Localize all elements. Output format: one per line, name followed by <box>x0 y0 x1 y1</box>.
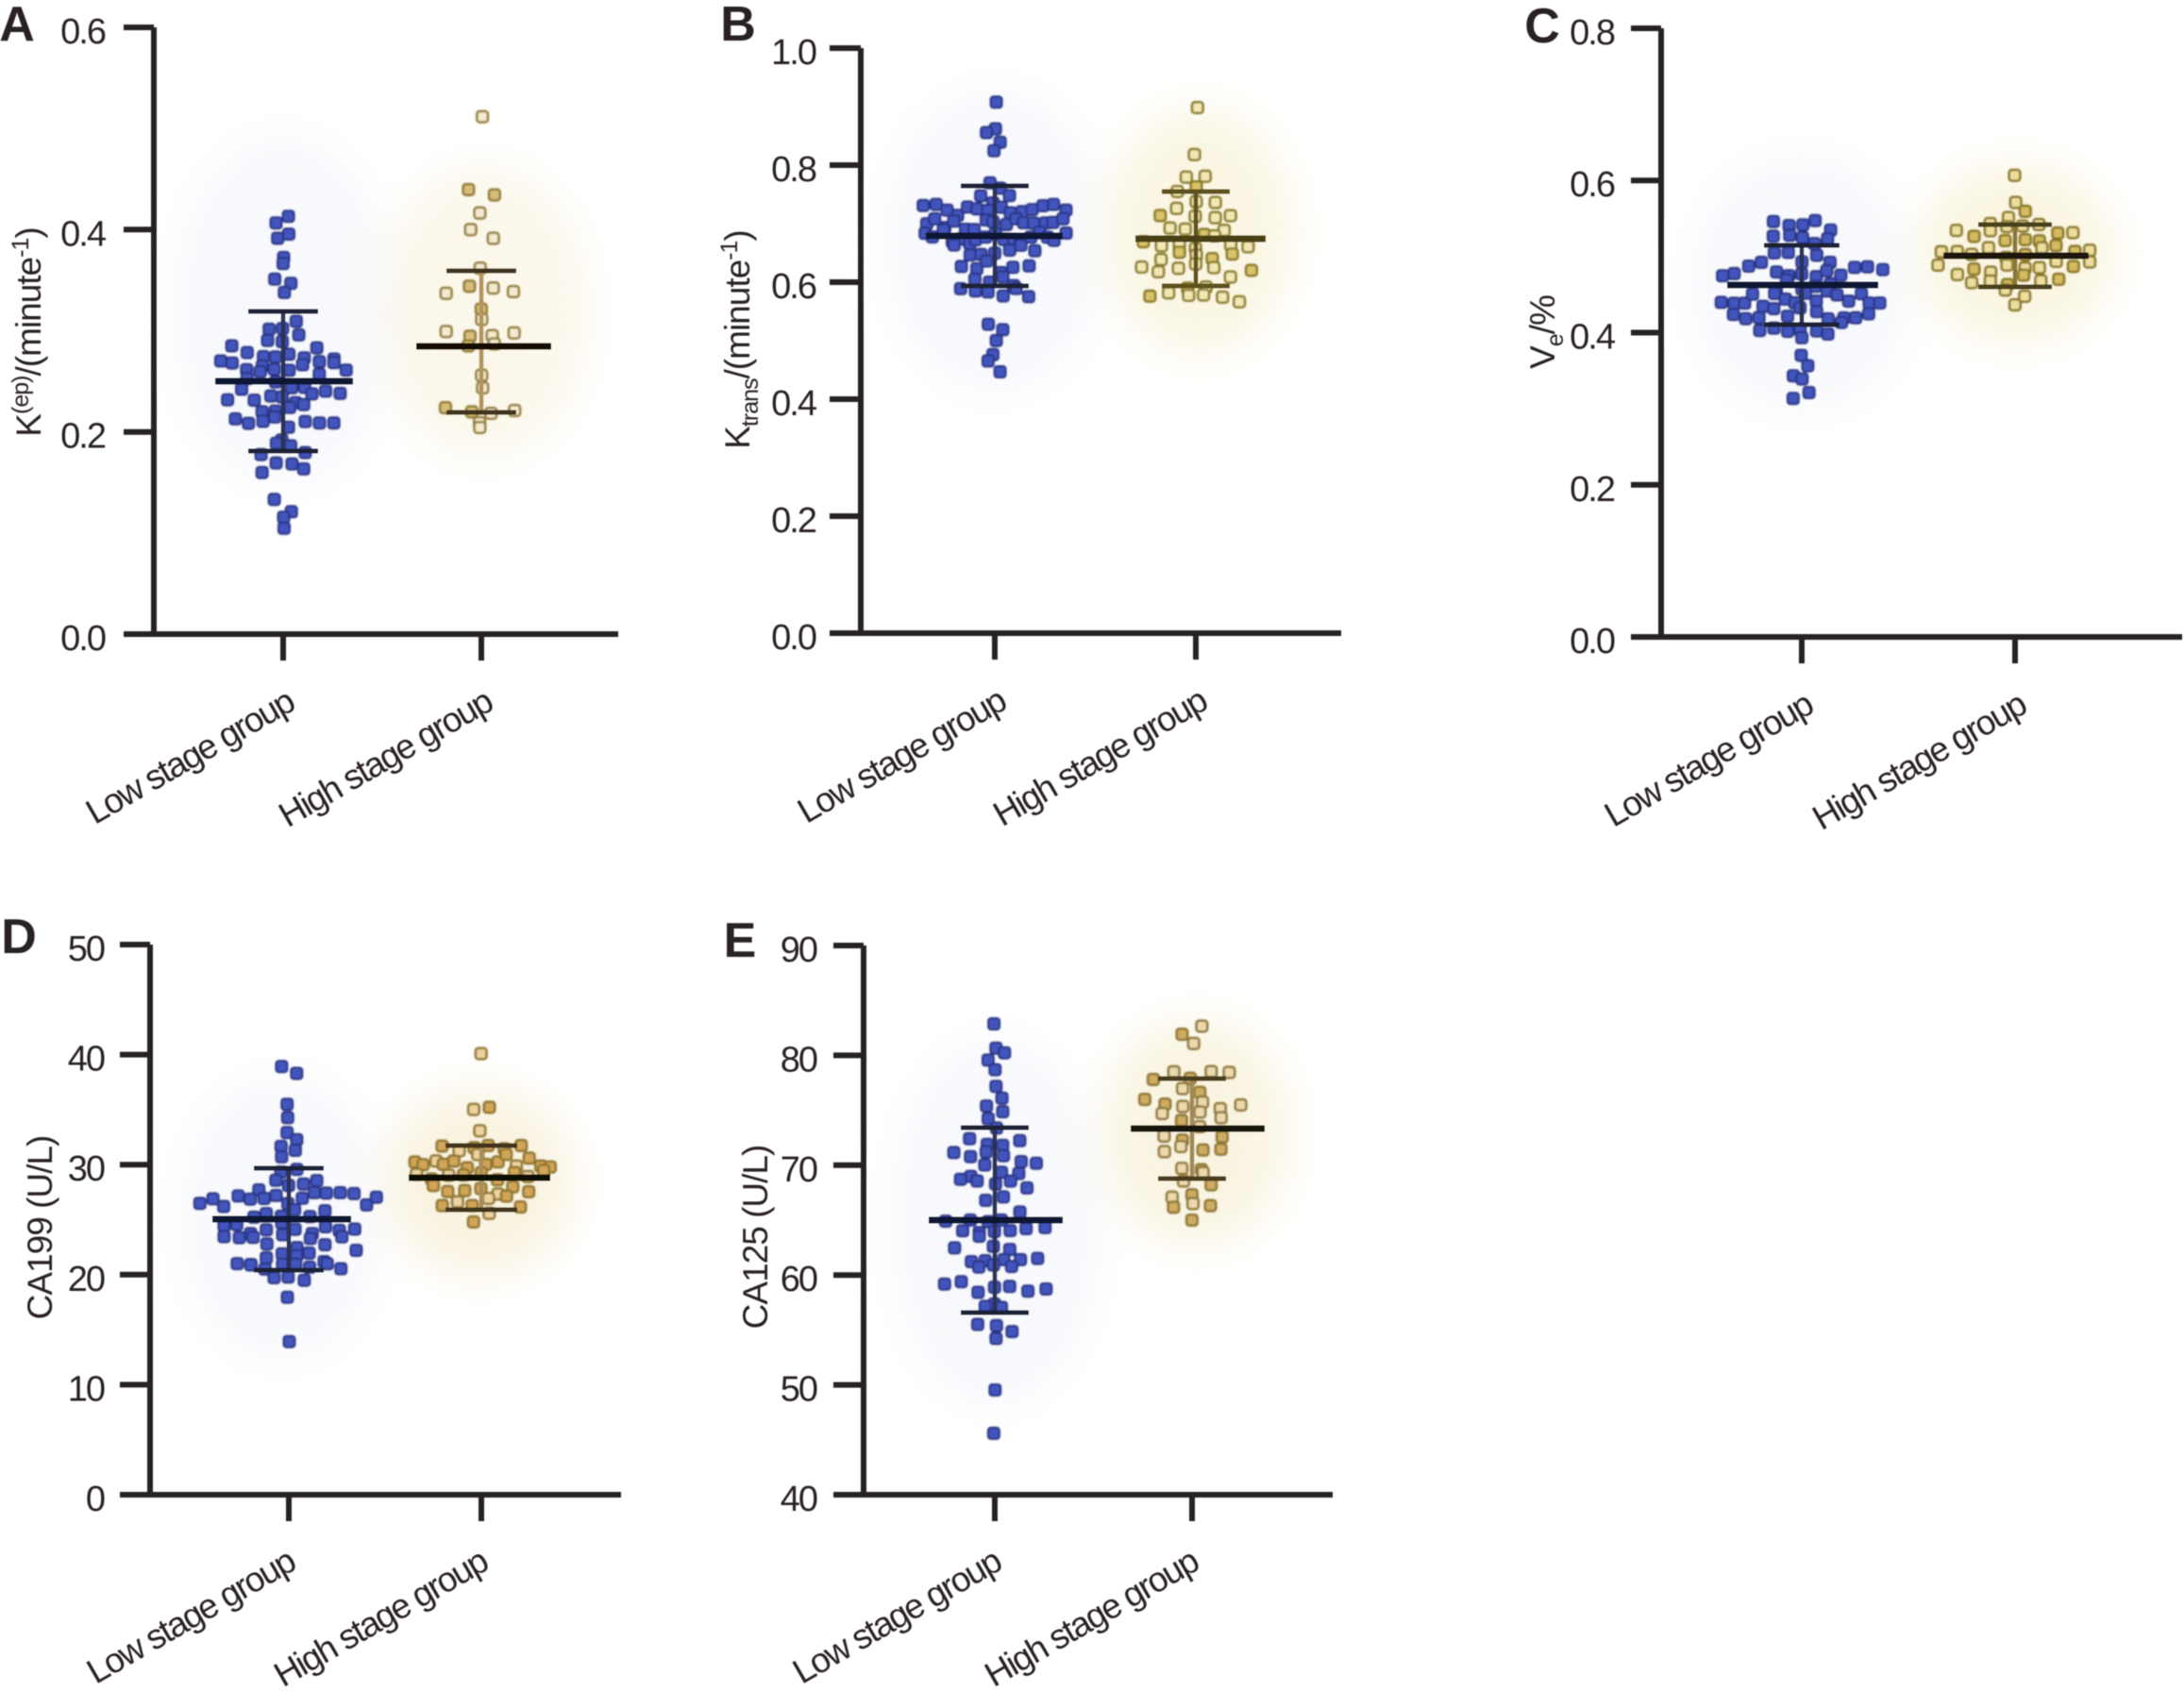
svg-text:20: 20 <box>68 1260 105 1299</box>
svg-text:0.0: 0.0 <box>771 618 816 658</box>
svg-text:0: 0 <box>86 1480 105 1519</box>
svg-text:0.8: 0.8 <box>1570 13 1615 53</box>
svg-text:40: 40 <box>68 1040 105 1080</box>
svg-text:60: 60 <box>781 1260 817 1299</box>
svg-text:0.2: 0.2 <box>771 501 816 541</box>
svg-text:80: 80 <box>781 1040 817 1080</box>
svg-text:C: C <box>1524 0 1560 54</box>
svg-text:A: A <box>0 0 35 52</box>
svg-text:0.6: 0.6 <box>771 267 816 307</box>
svg-text:0.2: 0.2 <box>60 417 106 457</box>
svg-text:0.0: 0.0 <box>1570 622 1615 661</box>
svg-text:0.4: 0.4 <box>60 214 107 254</box>
svg-text:Ve​/%: Ve​/% <box>1523 295 1569 369</box>
svg-text:90: 90 <box>781 930 817 970</box>
svg-text:B: B <box>720 0 756 52</box>
svg-text:0.0: 0.0 <box>60 619 106 659</box>
svg-text:1.0: 1.0 <box>771 33 816 73</box>
svg-text:0.4: 0.4 <box>1570 318 1616 358</box>
svg-text:30: 30 <box>68 1149 105 1189</box>
svg-text:0.4: 0.4 <box>771 384 817 424</box>
svg-text:50: 50 <box>68 929 105 969</box>
svg-text:CA199 (U/L): CA199 (U/L) <box>21 1136 59 1320</box>
svg-text:E: E <box>724 913 757 968</box>
svg-text:50: 50 <box>781 1370 817 1410</box>
svg-text:CA125 (U/L): CA125 (U/L) <box>736 1146 775 1330</box>
svg-text:70: 70 <box>781 1150 817 1190</box>
svg-text:D: D <box>1 910 37 964</box>
svg-text:0.2: 0.2 <box>1570 470 1615 510</box>
svg-text:10: 10 <box>68 1369 105 1409</box>
svg-text:0.6: 0.6 <box>1570 165 1615 205</box>
svg-text:40: 40 <box>781 1480 817 1519</box>
svg-text:0.8: 0.8 <box>771 150 816 190</box>
svg-text:0.6: 0.6 <box>60 12 106 52</box>
